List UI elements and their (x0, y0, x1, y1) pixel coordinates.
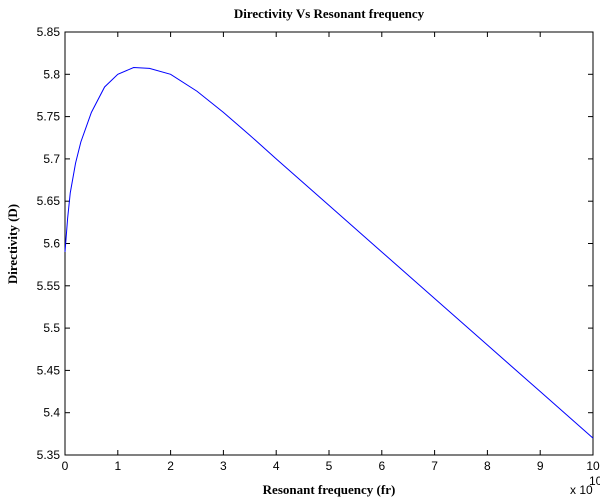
x-tick-label: 8 (484, 459, 491, 473)
x-multiplier: x 10 (570, 483, 593, 497)
x-tick-label: 0 (62, 459, 69, 473)
x-tick-label: 9 (537, 459, 544, 473)
x-tick-label: 10 (586, 459, 600, 473)
y-tick-label: 5.45 (37, 363, 61, 377)
data-line (64, 67, 594, 439)
y-tick-label: 5.35 (37, 448, 61, 462)
y-tick-label: 5.75 (37, 110, 61, 124)
x-tick-label: 3 (220, 459, 227, 473)
chart-title: Directivity Vs Resonant frequency (234, 6, 425, 21)
y-tick-label: 5.65 (37, 194, 61, 208)
x-tick-label: 4 (273, 459, 280, 473)
y-tick-label: 5.5 (43, 321, 60, 335)
x-tick-label: 6 (378, 459, 385, 473)
y-tick-label: 5.4 (43, 406, 60, 420)
x-tick-label: 1 (114, 459, 121, 473)
y-tick-label: 5.6 (43, 237, 60, 251)
y-tick-label: 5.55 (37, 279, 61, 293)
plot-area (64, 31, 594, 456)
x-tick-label: 7 (431, 459, 438, 473)
x-multiplier-exponent: 10 (589, 474, 600, 488)
x-tick-label: 5 (326, 459, 333, 473)
y-tick-label: 5.8 (43, 67, 60, 81)
y-tick-label: 5.85 (37, 25, 61, 39)
y-tick-label: 5.7 (43, 152, 60, 166)
x-tick-label: 2 (167, 459, 174, 473)
x-axis-label: Resonant frequency (fr) (263, 482, 396, 497)
y-axis-label: Directivity (D) (5, 204, 20, 284)
